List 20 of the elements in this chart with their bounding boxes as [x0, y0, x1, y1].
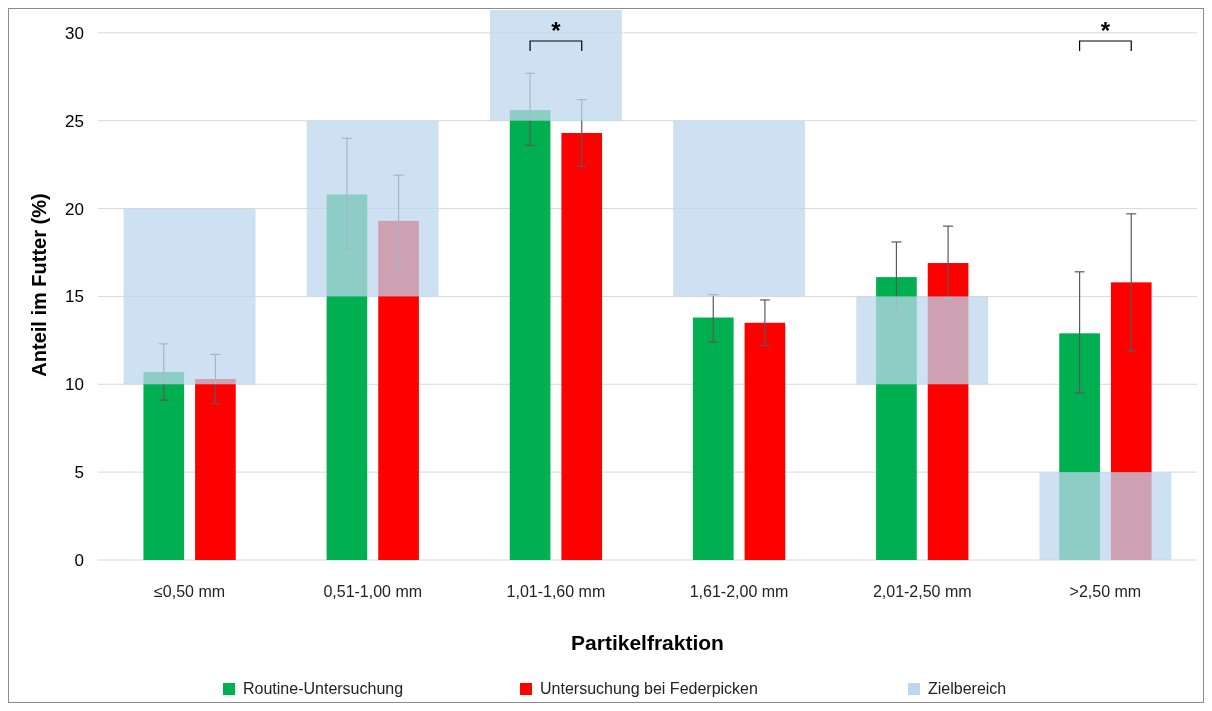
x-tick-label: 0,51-1,00 mm	[323, 583, 423, 600]
y-tick-label: 30	[65, 23, 84, 43]
annotation: *	[1100, 17, 1111, 44]
x-tick-label: 1,61-2,00 mm	[689, 583, 789, 600]
legend-label: Zielbereich	[928, 680, 1007, 697]
legend-label: Routine-Untersuchung	[243, 680, 404, 697]
annotation: *	[551, 17, 562, 44]
y-tick-label: 25	[65, 111, 84, 131]
x-tick-label: 1,01-1,60 mm	[506, 583, 606, 600]
y-tick-label: 20	[65, 199, 84, 219]
x-tick-label: >2,50 mm	[1069, 583, 1142, 600]
y-axis-title: Anteil im Futter (%)	[28, 193, 50, 377]
x-axis-title: Partikelfraktion	[571, 631, 724, 654]
y-tick-label: 0	[74, 551, 84, 570]
x-tick-label: 2,01-2,50 mm	[872, 583, 972, 600]
x-tick-label: ≤0,50 mm	[154, 583, 226, 600]
y-tick-label: 5	[74, 463, 84, 483]
legend-label: Untersuchung bei Federpicken	[540, 680, 758, 697]
y-tick-label: 10	[65, 375, 84, 395]
y-tick-label: 15	[65, 287, 84, 307]
